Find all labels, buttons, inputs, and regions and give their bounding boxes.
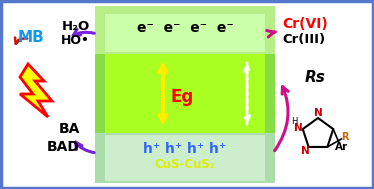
Text: BA: BA (59, 122, 80, 136)
FancyBboxPatch shape (95, 133, 275, 183)
Text: Cr(VI): Cr(VI) (282, 17, 328, 31)
Text: R: R (341, 132, 348, 142)
FancyBboxPatch shape (95, 6, 275, 183)
FancyBboxPatch shape (105, 135, 265, 181)
Text: H₂O: H₂O (62, 20, 90, 33)
Text: HO•: HO• (61, 35, 90, 47)
FancyBboxPatch shape (105, 14, 265, 52)
FancyBboxPatch shape (105, 16, 265, 173)
Text: N: N (294, 122, 303, 132)
Text: Eg: Eg (171, 88, 194, 105)
Text: Ar: Ar (335, 142, 348, 152)
Text: e⁻  e⁻  e⁻  e⁻: e⁻ e⁻ e⁻ e⁻ (137, 21, 233, 35)
Text: Rs: Rs (305, 70, 326, 84)
FancyBboxPatch shape (95, 6, 275, 54)
Text: MB: MB (18, 29, 45, 44)
Polygon shape (20, 64, 52, 117)
Text: h⁺ h⁺ h⁺ h⁺: h⁺ h⁺ h⁺ h⁺ (144, 142, 227, 156)
Text: N: N (301, 146, 310, 156)
Text: CuS-CuS₂: CuS-CuS₂ (154, 159, 215, 171)
Text: H: H (291, 117, 297, 126)
Text: N: N (314, 108, 322, 118)
Text: BAD: BAD (47, 140, 80, 154)
Text: Cr(III): Cr(III) (282, 33, 325, 46)
